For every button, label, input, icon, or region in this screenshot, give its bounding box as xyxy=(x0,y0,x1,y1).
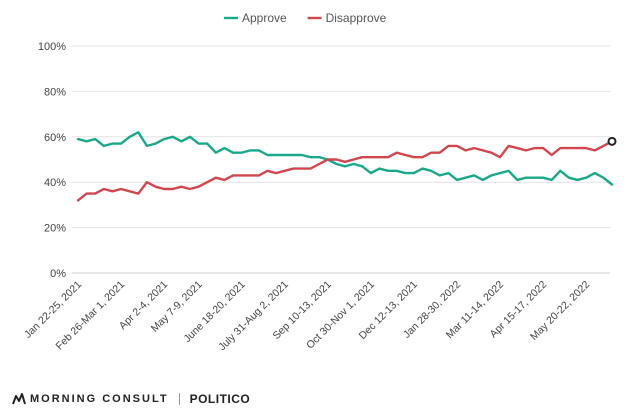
y-tick-label: 80% xyxy=(44,86,66,98)
footer: MORNING CONSULT POLITICO xyxy=(12,390,250,408)
y-tick-label: 60% xyxy=(44,132,66,144)
y-tick-label: 40% xyxy=(44,177,66,189)
legend-label: Disapprove xyxy=(326,11,387,25)
y-tick-label: 20% xyxy=(44,223,66,235)
morning-consult-logo: MORNING CONSULT xyxy=(12,393,169,405)
series-endpoint-marker xyxy=(607,136,617,146)
series-line-approve xyxy=(76,131,614,186)
y-tick-label: 100% xyxy=(38,41,66,53)
footer-separator xyxy=(178,393,180,405)
politico-wordmark: POLITICO xyxy=(189,392,251,406)
morning-consult-wordmark: MORNING CONSULT xyxy=(30,393,169,405)
legend-label: Approve xyxy=(242,11,287,25)
series-line-disapprove xyxy=(76,140,614,202)
y-tick-label: 0% xyxy=(50,268,66,280)
morning-consult-icon xyxy=(12,393,26,405)
